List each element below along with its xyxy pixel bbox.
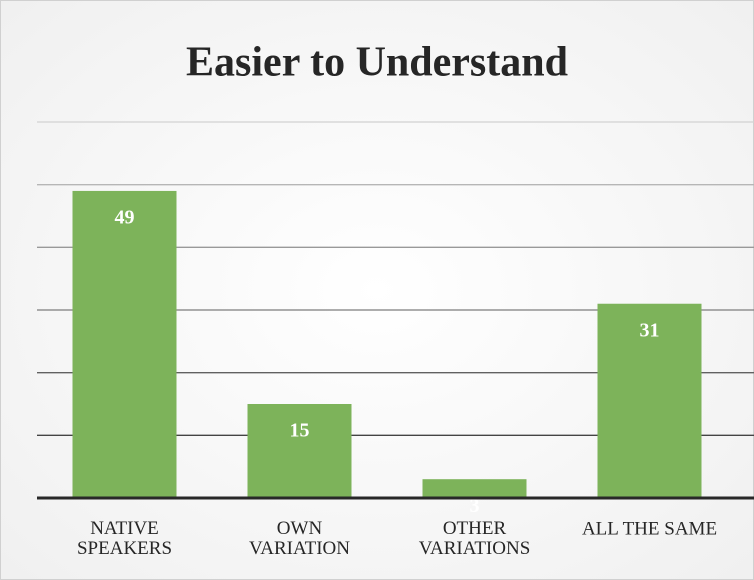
data-label: 31 [640,319,660,341]
data-label: 49 [115,207,135,229]
data-label: 3 [470,495,480,517]
bar [422,479,527,498]
x-tick-label: ALL THE SAME [582,518,717,539]
x-tick-label: OWN VARIATION [249,518,350,559]
chart-title: Easier to Understand [186,40,568,86]
x-tick-label: NATIVE SPEAKERS [77,518,172,559]
bar [597,303,702,498]
data-label: 15 [290,420,310,442]
bar [72,190,177,498]
bar [247,404,352,498]
x-tick-label: OTHER VARIATIONS [419,518,531,559]
